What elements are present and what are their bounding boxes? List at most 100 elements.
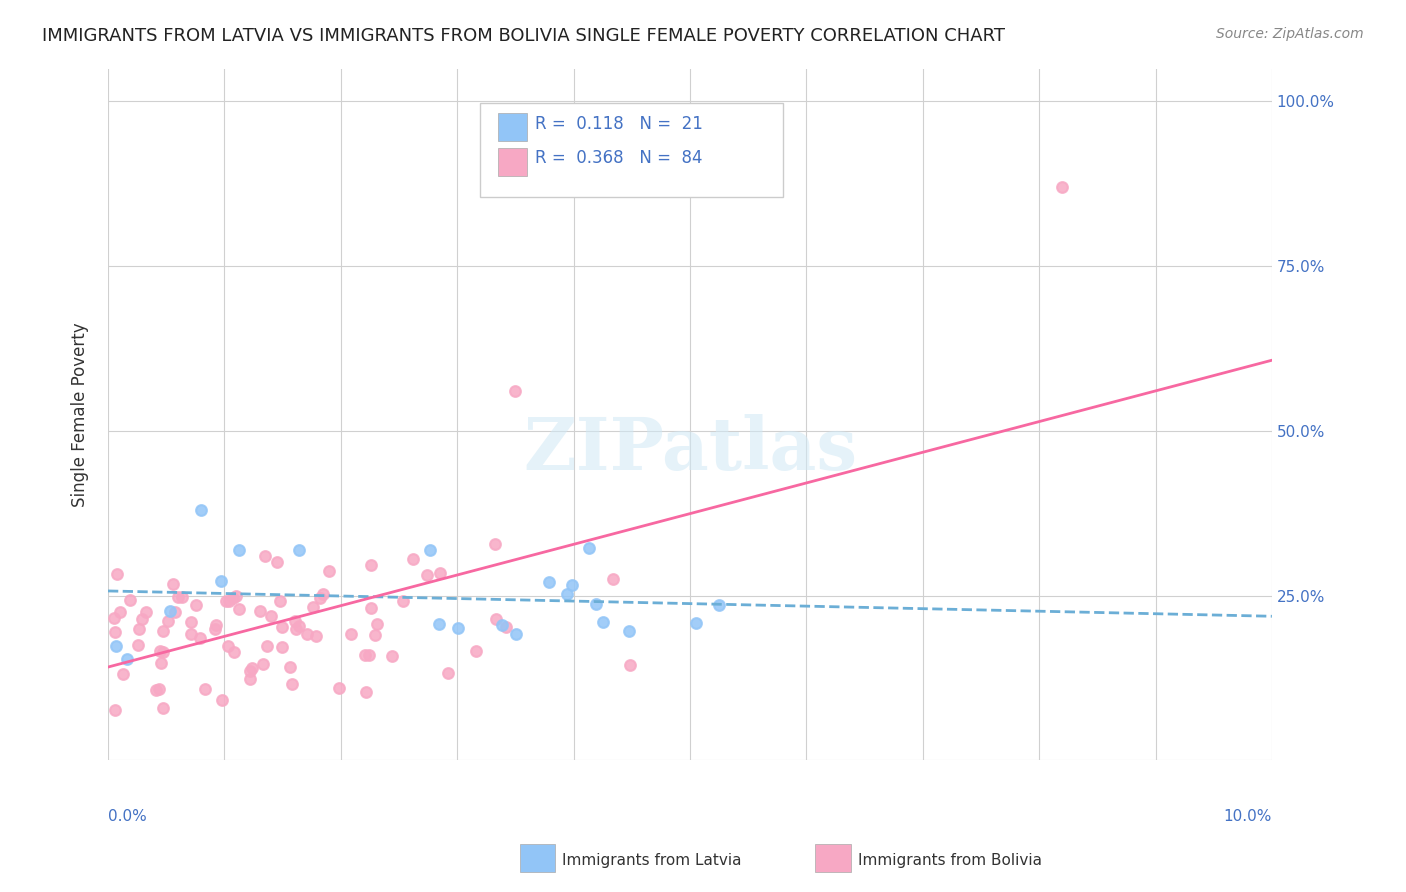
Point bbox=[437, 666, 460, 681]
Point bbox=[103, 703, 125, 717]
Point bbox=[162, 577, 184, 591]
Point bbox=[225, 589, 247, 603]
Text: 0.0%: 0.0% bbox=[108, 809, 146, 824]
Point bbox=[222, 591, 245, 605]
Point bbox=[288, 542, 311, 557]
Point bbox=[218, 594, 240, 608]
Text: IMMIGRANTS FROM LATVIA VS IMMIGRANTS FROM BOLIVIA SINGLE FEMALE POVERTY CORRELAT: IMMIGRANTS FROM LATVIA VS IMMIGRANTS FRO… bbox=[42, 27, 1005, 45]
Point bbox=[269, 593, 291, 607]
Point bbox=[105, 566, 128, 581]
Point bbox=[271, 640, 294, 654]
Point bbox=[429, 566, 451, 581]
Point bbox=[239, 672, 262, 686]
Point bbox=[253, 549, 276, 564]
Point bbox=[419, 543, 441, 558]
Point bbox=[278, 659, 301, 673]
Text: Immigrants from Bolivia: Immigrants from Bolivia bbox=[858, 854, 1042, 868]
Point bbox=[427, 617, 450, 632]
Point bbox=[578, 541, 600, 555]
Point bbox=[163, 605, 186, 619]
Point bbox=[103, 611, 125, 625]
Point bbox=[170, 591, 193, 605]
Point bbox=[222, 645, 245, 659]
Point bbox=[707, 598, 730, 612]
Point bbox=[145, 683, 167, 698]
Point bbox=[159, 604, 181, 618]
Point bbox=[555, 587, 578, 601]
Point bbox=[205, 618, 228, 632]
Point bbox=[318, 565, 340, 579]
Point bbox=[249, 604, 271, 618]
Point bbox=[328, 681, 350, 695]
Point bbox=[353, 648, 375, 663]
Point bbox=[152, 624, 174, 639]
Point bbox=[312, 587, 335, 601]
Point bbox=[364, 628, 387, 642]
Point bbox=[485, 612, 508, 626]
Point bbox=[360, 601, 382, 615]
Text: Immigrants from Latvia: Immigrants from Latvia bbox=[562, 854, 742, 868]
Point bbox=[447, 621, 470, 635]
Point bbox=[194, 681, 217, 696]
Point bbox=[495, 620, 517, 634]
Point bbox=[260, 609, 283, 624]
Point bbox=[184, 598, 207, 612]
Text: ZIPatlas: ZIPatlas bbox=[523, 414, 858, 484]
Point bbox=[295, 627, 318, 641]
Point bbox=[256, 639, 278, 653]
Point bbox=[108, 605, 131, 619]
Point bbox=[215, 594, 238, 608]
Point bbox=[148, 681, 170, 696]
Point bbox=[309, 591, 332, 605]
Point bbox=[381, 649, 404, 664]
Point bbox=[188, 632, 211, 646]
Point bbox=[357, 648, 380, 662]
Point bbox=[209, 574, 232, 589]
Point bbox=[366, 616, 388, 631]
Point bbox=[217, 640, 239, 654]
Point bbox=[285, 623, 308, 637]
Point bbox=[416, 568, 439, 582]
Point bbox=[354, 685, 377, 699]
Point bbox=[619, 658, 641, 673]
Point bbox=[465, 644, 488, 658]
Point bbox=[685, 616, 707, 631]
Point bbox=[266, 555, 288, 569]
FancyBboxPatch shape bbox=[498, 148, 527, 176]
Text: R =  0.368   N =  84: R = 0.368 N = 84 bbox=[536, 150, 703, 168]
Point bbox=[592, 615, 614, 629]
Point bbox=[360, 558, 382, 572]
Point bbox=[115, 651, 138, 665]
Point bbox=[180, 615, 202, 630]
Point bbox=[505, 627, 527, 641]
Point bbox=[505, 384, 527, 399]
Point bbox=[252, 657, 274, 672]
Point bbox=[157, 614, 180, 628]
Point bbox=[105, 640, 128, 654]
Point bbox=[128, 622, 150, 636]
Point bbox=[392, 594, 415, 608]
Point bbox=[118, 593, 141, 607]
Point bbox=[340, 627, 363, 641]
Point bbox=[135, 605, 157, 619]
Point bbox=[402, 552, 425, 566]
Point bbox=[190, 503, 212, 517]
Point bbox=[240, 661, 263, 675]
Point bbox=[602, 572, 624, 586]
Point bbox=[619, 624, 641, 639]
Point bbox=[585, 597, 607, 611]
Text: Source: ZipAtlas.com: Source: ZipAtlas.com bbox=[1216, 27, 1364, 41]
Point bbox=[302, 600, 325, 615]
Point bbox=[166, 590, 188, 604]
Point bbox=[239, 664, 262, 678]
Point bbox=[103, 625, 125, 640]
Point bbox=[484, 537, 506, 551]
Point bbox=[211, 692, 233, 706]
Point bbox=[152, 700, 174, 714]
Point bbox=[228, 543, 250, 558]
Point bbox=[280, 677, 302, 691]
Point bbox=[304, 629, 326, 643]
Text: R =  0.118   N =  21: R = 0.118 N = 21 bbox=[536, 115, 703, 133]
Point bbox=[112, 667, 135, 681]
Point bbox=[491, 617, 513, 632]
